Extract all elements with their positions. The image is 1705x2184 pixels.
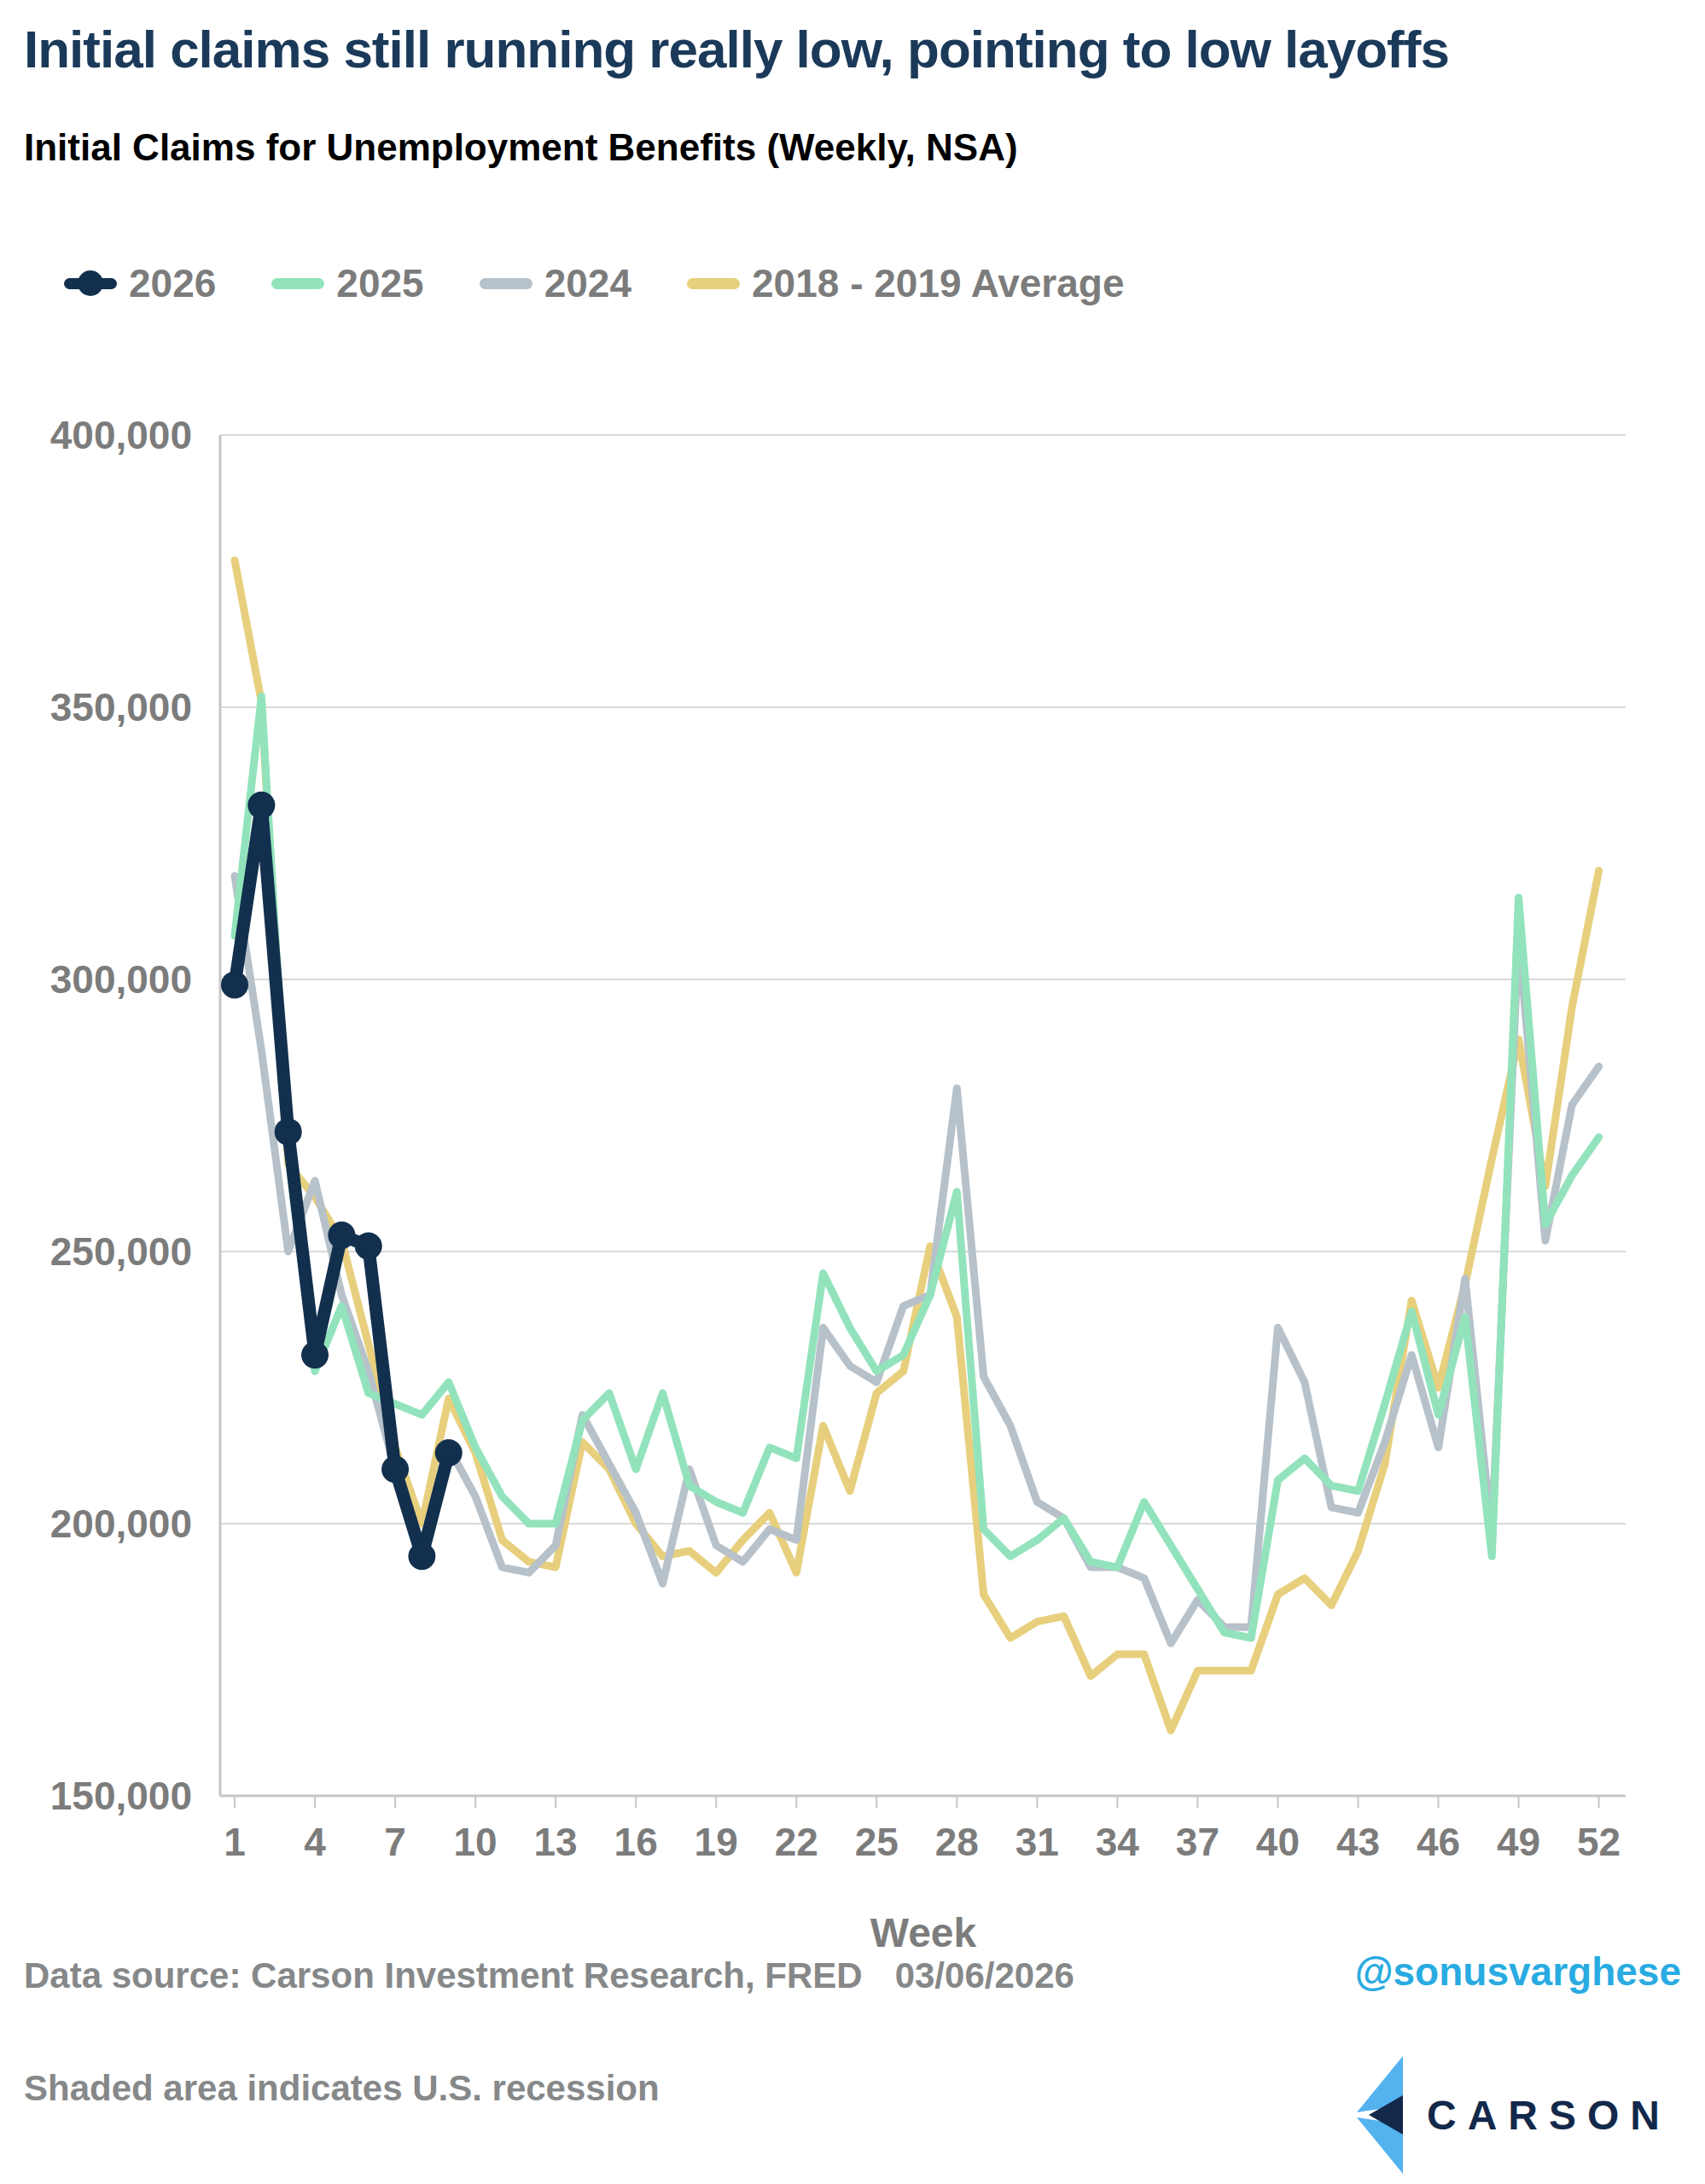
recession-note: Shaded area indicates U.S. recession: [24, 2068, 660, 2109]
series-point-2026: [355, 1233, 382, 1260]
series-point-2026: [275, 1118, 302, 1146]
x-axis-title: Week: [821, 1909, 1026, 1956]
y-axis-label: 200,000: [0, 1502, 192, 1546]
y-axis-label: 400,000: [0, 413, 192, 457]
carson-logo-text: CARSON: [1427, 2092, 1671, 2139]
social-handle[interactable]: @sonusvarghese: [1355, 1949, 1681, 1995]
series-line-2024: [235, 876, 1599, 1644]
data-date: 03/06/2026: [895, 1955, 1074, 1995]
series-point-2026: [408, 1542, 435, 1570]
y-axis-label: 300,000: [0, 957, 192, 1002]
series-point-2026: [247, 792, 275, 819]
series-line-2026: [235, 805, 449, 1556]
y-axis-label: 250,000: [0, 1229, 192, 1274]
series-point-2026: [381, 1455, 409, 1483]
y-axis-label: 350,000: [0, 685, 192, 729]
data-source-text: Data source: Carson Investment Research,…: [24, 1955, 1074, 1996]
series-line-2018-2019Average: [235, 561, 1599, 1731]
y-axis-label: 150,000: [0, 1774, 192, 1818]
carson-logo-icon: [1352, 2054, 1405, 2175]
carson-logo: CARSON: [1352, 2054, 1671, 2175]
series-point-2026: [328, 1222, 355, 1249]
page: Initial claims still running really low,…: [0, 0, 1705, 2184]
series-point-2026: [221, 971, 248, 998]
series-point-2026: [301, 1341, 329, 1368]
series-point-2026: [435, 1439, 463, 1467]
x-axis-label: 52: [1548, 1820, 1650, 1864]
